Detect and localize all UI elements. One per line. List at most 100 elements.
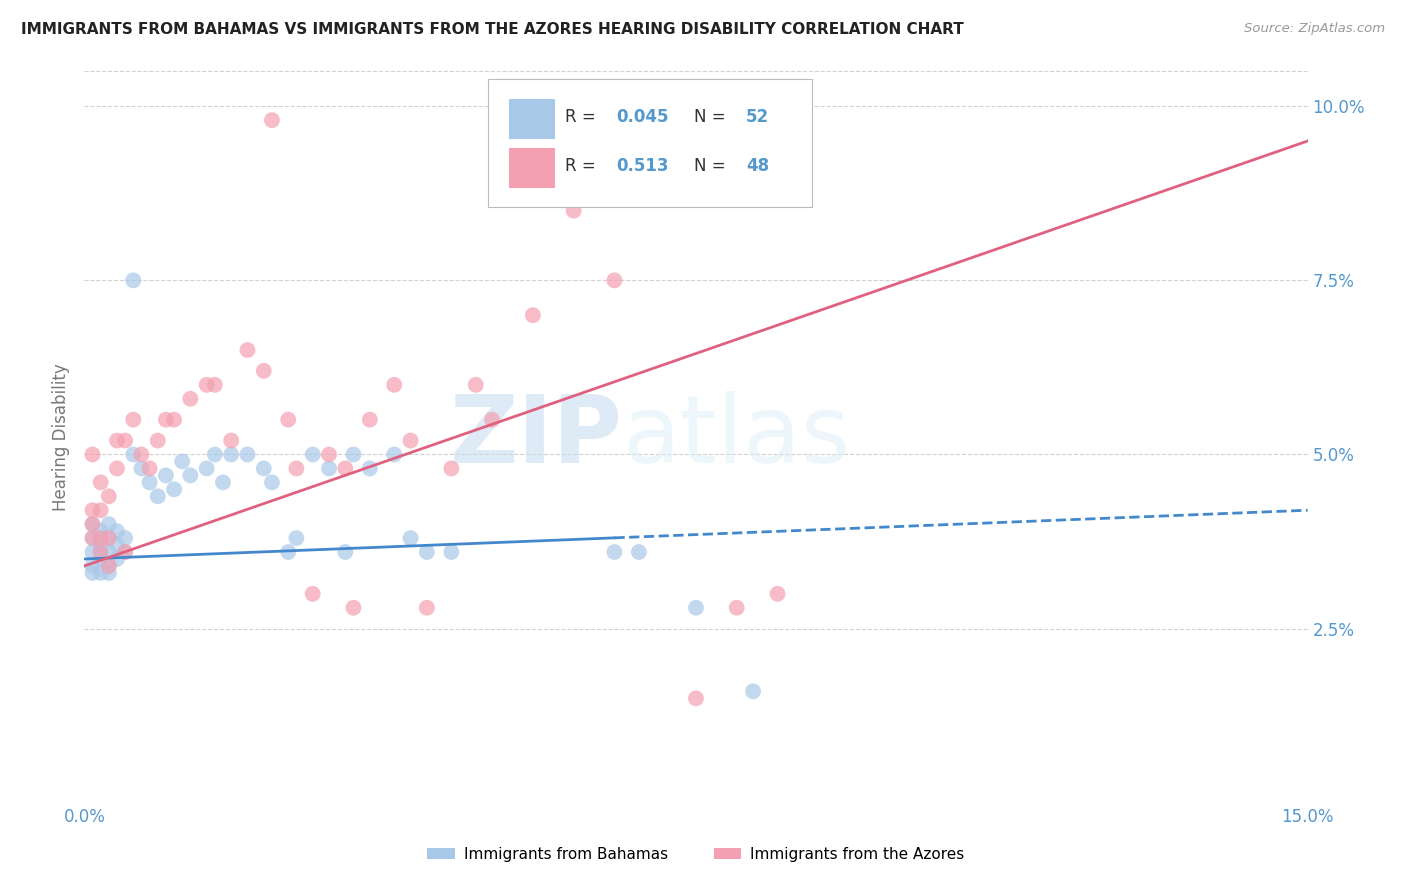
- Point: [195, 377, 218, 392]
- Point: [318, 448, 340, 462]
- Point: [105, 434, 128, 448]
- Point: [105, 538, 128, 552]
- FancyBboxPatch shape: [509, 148, 555, 188]
- Point: [105, 552, 128, 566]
- Point: [122, 448, 145, 462]
- Point: [342, 600, 364, 615]
- Text: atlas: atlas: [623, 391, 851, 483]
- Point: [122, 412, 145, 426]
- Point: [603, 273, 626, 287]
- Point: [90, 503, 112, 517]
- Point: [399, 531, 422, 545]
- FancyBboxPatch shape: [509, 99, 555, 139]
- Point: [146, 489, 169, 503]
- Point: [382, 377, 405, 392]
- Point: [90, 475, 112, 490]
- Point: [179, 392, 201, 406]
- Point: [416, 545, 439, 559]
- FancyBboxPatch shape: [488, 78, 813, 207]
- Text: 48: 48: [747, 158, 769, 176]
- Point: [399, 434, 422, 448]
- Point: [90, 524, 112, 538]
- Text: Source: ZipAtlas.com: Source: ZipAtlas.com: [1244, 22, 1385, 36]
- Point: [97, 531, 120, 545]
- Legend: Immigrants from Bahamas, Immigrants from the Azores: Immigrants from Bahamas, Immigrants from…: [420, 841, 972, 868]
- Point: [253, 364, 276, 378]
- Point: [90, 531, 112, 545]
- Point: [90, 552, 112, 566]
- Text: ZIP: ZIP: [450, 391, 623, 483]
- Point: [382, 448, 405, 462]
- Point: [481, 412, 503, 426]
- Point: [82, 558, 104, 573]
- Point: [82, 545, 104, 559]
- Point: [90, 538, 112, 552]
- Point: [82, 517, 104, 532]
- Point: [742, 684, 765, 698]
- Point: [685, 691, 707, 706]
- Point: [464, 377, 486, 392]
- Point: [122, 273, 145, 287]
- Point: [195, 461, 218, 475]
- Point: [318, 461, 340, 475]
- Text: N =: N =: [693, 158, 730, 176]
- Point: [82, 531, 104, 545]
- Text: 0.513: 0.513: [616, 158, 669, 176]
- Point: [138, 461, 160, 475]
- Point: [644, 169, 666, 183]
- Point: [146, 434, 169, 448]
- Point: [522, 308, 544, 322]
- Point: [253, 461, 276, 475]
- Text: IMMIGRANTS FROM BAHAMAS VS IMMIGRANTS FROM THE AZORES HEARING DISABILITY CORRELA: IMMIGRANTS FROM BAHAMAS VS IMMIGRANTS FR…: [21, 22, 965, 37]
- Point: [342, 448, 364, 462]
- Point: [219, 434, 242, 448]
- Point: [82, 517, 104, 532]
- Point: [97, 545, 120, 559]
- Point: [236, 448, 259, 462]
- Point: [90, 545, 112, 559]
- Text: 52: 52: [747, 109, 769, 127]
- Point: [131, 461, 153, 475]
- Point: [114, 434, 136, 448]
- Point: [416, 600, 439, 615]
- Point: [285, 531, 308, 545]
- Text: R =: R =: [565, 158, 606, 176]
- Point: [359, 461, 381, 475]
- Point: [131, 448, 153, 462]
- Point: [277, 412, 299, 426]
- Point: [212, 475, 235, 490]
- Point: [114, 545, 136, 559]
- Point: [335, 545, 357, 559]
- Point: [260, 475, 283, 490]
- Point: [82, 566, 104, 580]
- Point: [603, 545, 626, 559]
- Point: [301, 448, 323, 462]
- Point: [163, 483, 186, 497]
- Point: [204, 448, 226, 462]
- Point: [766, 587, 789, 601]
- Point: [219, 448, 242, 462]
- Point: [179, 468, 201, 483]
- Point: [301, 587, 323, 601]
- Point: [155, 468, 177, 483]
- Point: [97, 531, 120, 545]
- Point: [97, 558, 120, 573]
- Point: [359, 412, 381, 426]
- Point: [155, 412, 177, 426]
- Point: [440, 461, 463, 475]
- Point: [725, 600, 748, 615]
- Point: [82, 448, 104, 462]
- Point: [90, 545, 112, 559]
- Point: [236, 343, 259, 357]
- Point: [114, 545, 136, 559]
- Point: [204, 377, 226, 392]
- Point: [627, 545, 650, 559]
- Text: 0.045: 0.045: [616, 109, 669, 127]
- Point: [82, 503, 104, 517]
- Point: [260, 113, 283, 128]
- Point: [114, 531, 136, 545]
- Point: [97, 517, 120, 532]
- Text: N =: N =: [693, 109, 730, 127]
- Point: [105, 461, 128, 475]
- Point: [562, 203, 585, 218]
